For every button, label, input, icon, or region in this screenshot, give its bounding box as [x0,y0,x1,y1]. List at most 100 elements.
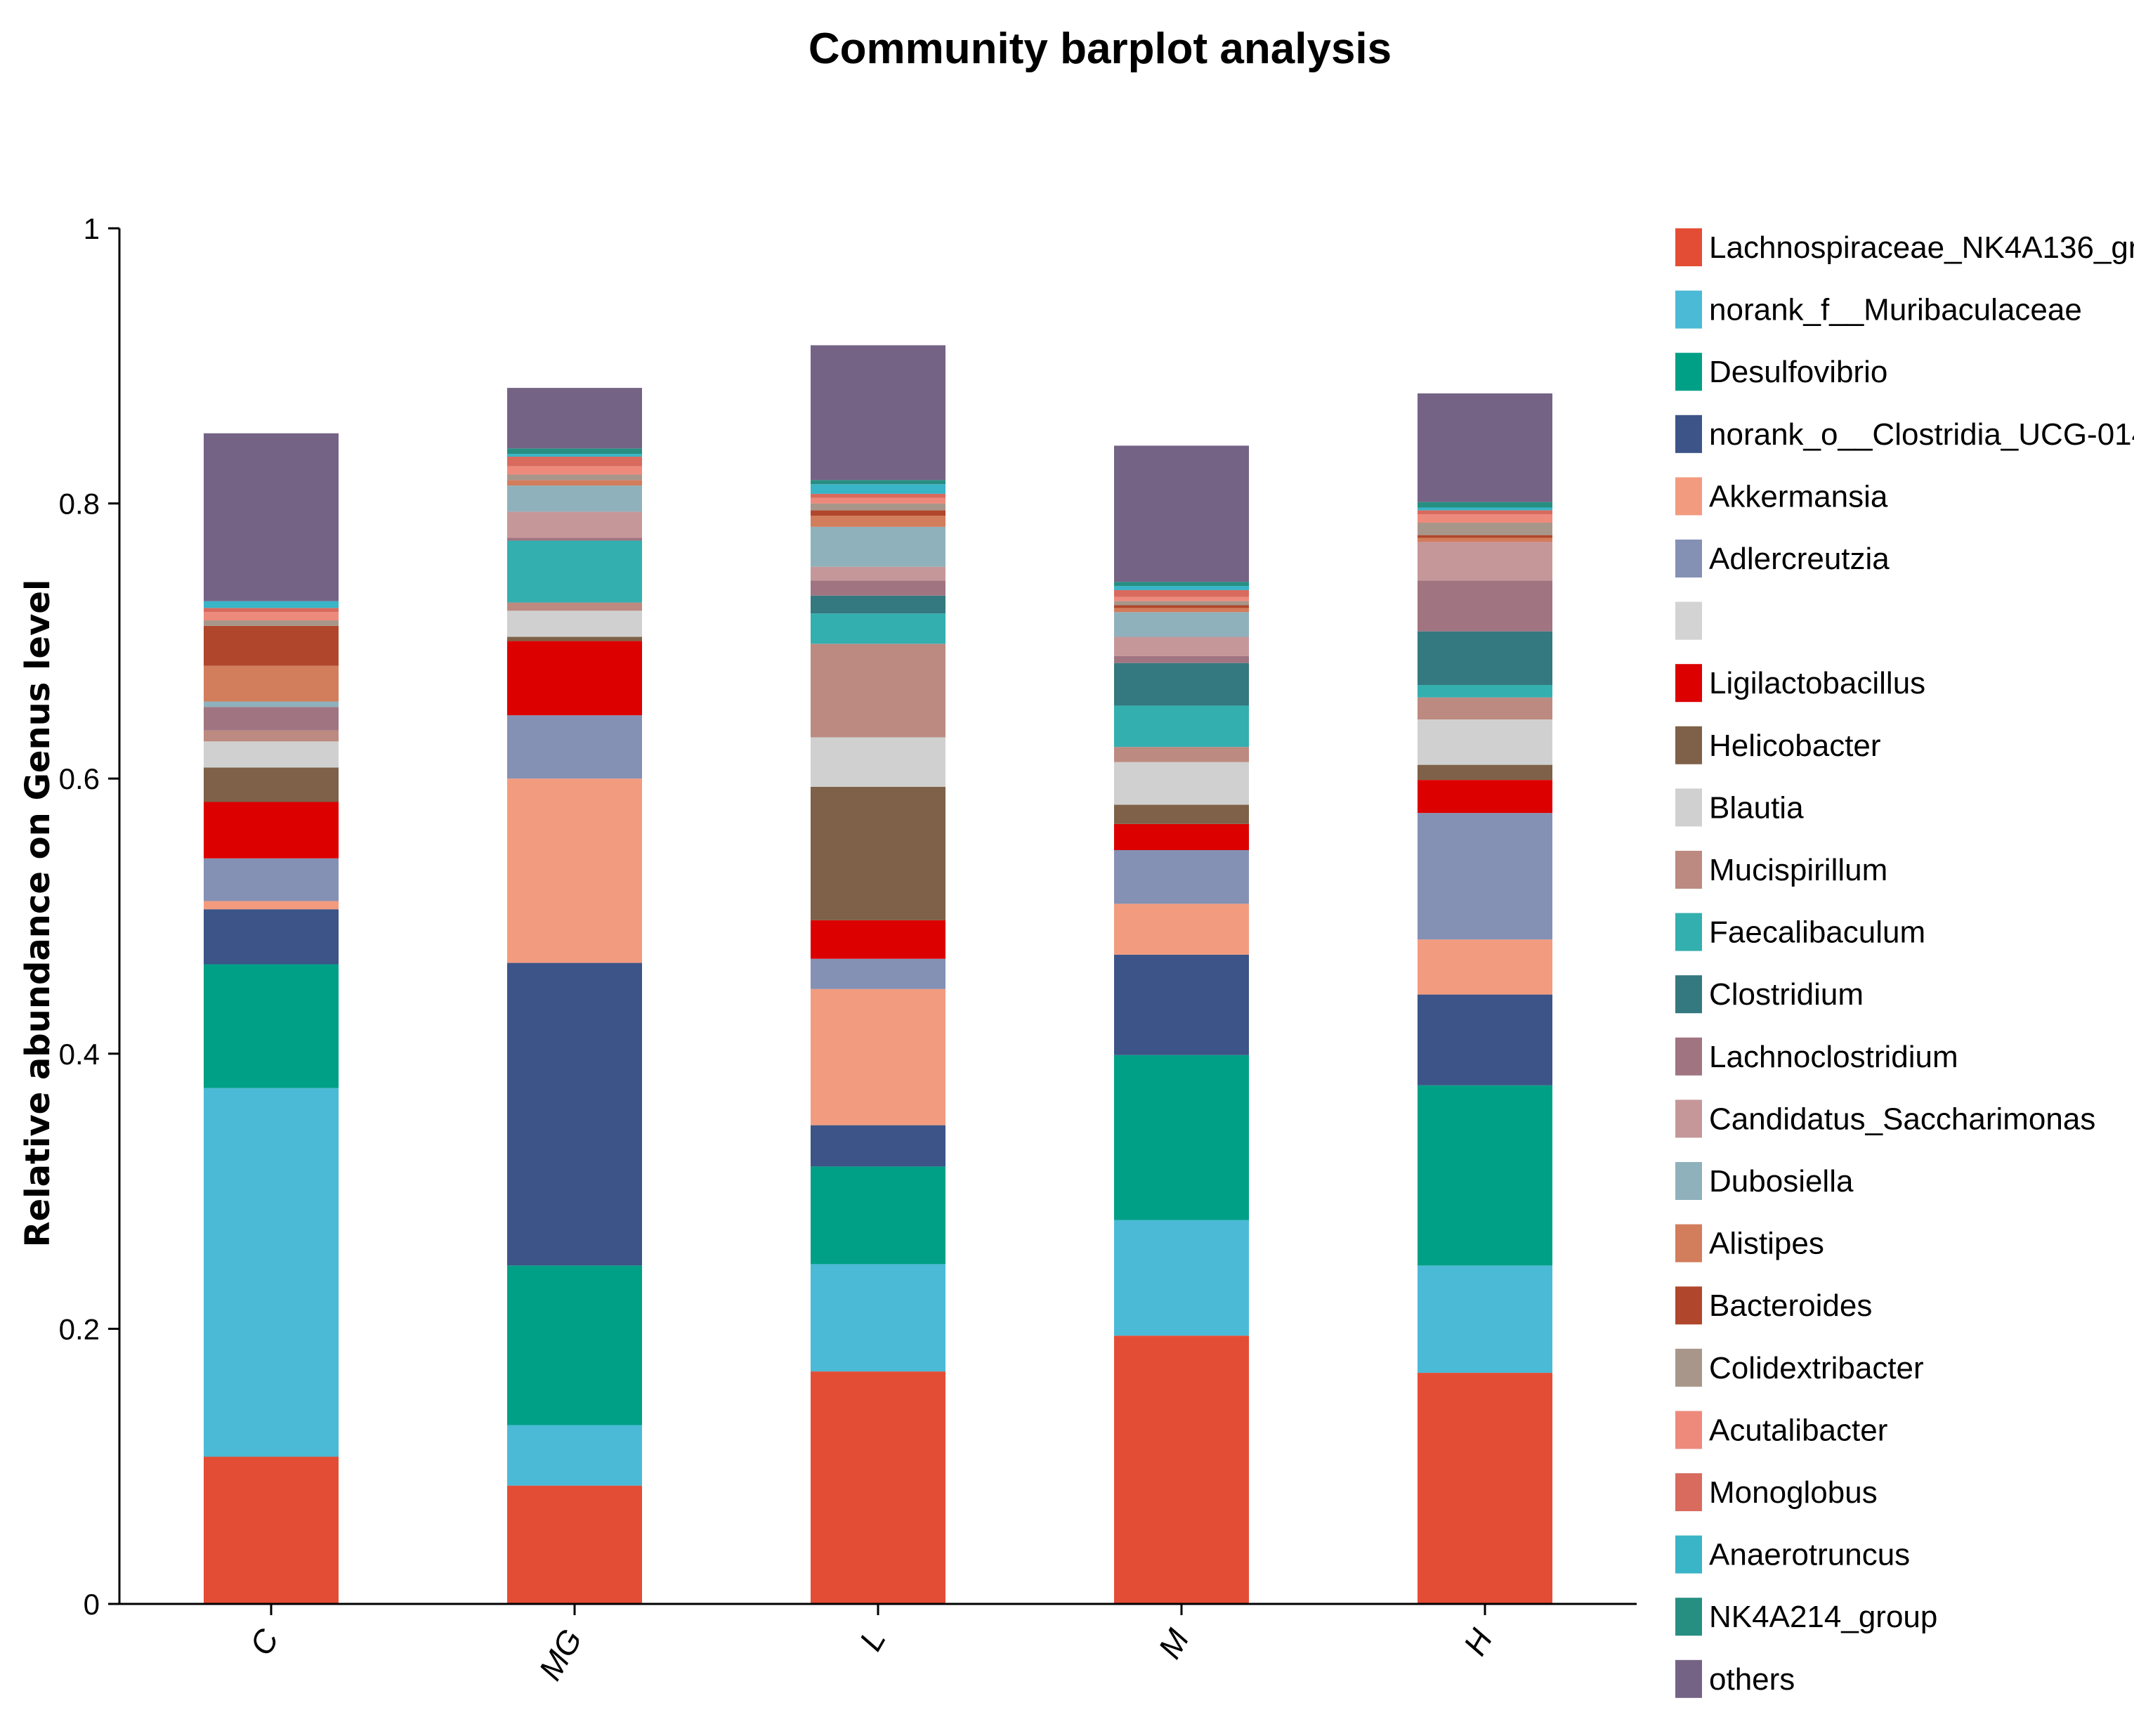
bar-stack-c [204,433,339,1604]
bar-segment [1418,580,1552,632]
y-tick-label: 1 [84,212,100,245]
bar-segment [1418,780,1552,814]
legend-label: Lachnospiraceae_NK4A136_group [1709,230,2134,265]
legend-label: Candidatus_Saccharimonas [1709,1102,2095,1136]
bar-segment [204,608,339,613]
legend-label: Dubosiella [1709,1164,1854,1199]
bar-segment [1114,823,1249,851]
bar-segment [204,909,339,965]
x-tick-label: C [242,1622,286,1661]
legend-item: Monoglobus [1675,1473,1878,1511]
bar-segment [507,778,642,963]
legend-swatch [1675,788,1702,827]
bar-segment [811,493,945,498]
bar-segment [507,1485,642,1604]
legend-swatch [1675,540,1702,577]
legend-label: NK4A214_group [1709,1600,1937,1634]
bar-segment [507,637,642,641]
y-axis-label: Relative abundance on Genus level [18,580,58,1248]
legend-swatch [1675,1659,1702,1698]
bar-stack-l [811,345,945,1604]
y-tick-label: 0 [84,1588,100,1621]
bar-segment [811,484,945,494]
bar-segment [811,1125,945,1167]
bar-segment [507,537,642,541]
legend-swatch [1675,1224,1702,1262]
bar-segment [204,1088,339,1457]
y-axis: 0 0.2 0.4 0.6 0.8 1 [59,212,121,1621]
bar-segment [1418,1085,1552,1266]
bar-segment [1114,582,1249,587]
bar-segment [204,707,339,731]
bar-segment [507,480,642,486]
bar-segment [1418,542,1552,581]
bar-stack-mg [507,388,642,1604]
bar-segment [507,388,642,449]
legend-swatch [1675,290,1702,329]
chart-title: Community barplot analysis [809,25,1392,73]
bar-segment [204,612,339,621]
legend-item: Akkermansia [1675,477,1888,516]
legend-label: Akkermansia [1709,479,1888,514]
y-tick-label: 0.4 [59,1038,100,1071]
bar-segment [204,767,339,802]
x-tick-label: M [1151,1622,1196,1664]
bar-segment [204,701,339,707]
bar-segment [204,802,339,859]
y-tick-label: 0.2 [59,1312,100,1345]
legend-label: Blautia [1709,790,1804,825]
bar-segment [507,448,642,455]
bar-segment [811,1371,945,1604]
legend: Lachnospiraceae_NK4A136_group norank_f__M… [1675,228,2134,1698]
legend-item: Anaerotruncus [1675,1535,1910,1574]
bar-segment [1418,507,1552,511]
x-tick-label: MG [532,1623,589,1686]
legend-item: norank_f__Muribaculaceae [1675,290,2082,329]
legend-item: Lachnospiraceae_NK4A136_group [1675,228,2134,266]
legend-label: Faecalibaculum [1709,915,1925,950]
legend-item: Mucispirillum [1675,851,1887,889]
legend-item: others [1675,1659,1795,1698]
legend-label: Monoglobus [1709,1475,1878,1510]
bar-segment [204,601,339,608]
bar-segment [1418,1265,1552,1373]
bar-segment [1114,586,1249,590]
legend-swatch [1675,1286,1702,1325]
bar-segment [1418,697,1552,720]
bar-segment [507,1265,642,1425]
bar-segment [1114,605,1249,608]
legend-swatch [1675,601,1702,640]
bar-segment [1114,589,1249,597]
bar-segment [507,511,642,538]
bar-segment [507,454,642,457]
bar-segment [1418,685,1552,698]
legend-item: Faecalibaculum [1675,913,1925,951]
bar-segment [811,988,945,1125]
y-tick-label: 0.8 [59,488,100,521]
bar-segment [1114,804,1249,824]
bar-segment [507,485,642,512]
bar-segment [1114,747,1249,762]
bar-segment [204,730,339,742]
legend-label: Desulfovibrio [1709,355,1887,389]
legend-swatch [1675,228,1702,266]
bar-segment [507,540,642,603]
bar-segment [1418,994,1552,1085]
bar-segment [1114,850,1249,904]
bar-segment [507,641,642,716]
bar-segment [507,962,642,1266]
bar-segment [1418,514,1552,523]
legend-swatch [1675,477,1702,516]
bar-segment [811,613,945,644]
bar-segment [1114,596,1249,601]
bar-segment [811,1264,945,1372]
legend-swatch [1675,1473,1702,1511]
legend-label: norank_o__Clostridia_UCG-014 [1709,417,2134,452]
legend-item: Desulfovibrio [1675,353,1887,391]
legend-label: Anaerotruncus [1709,1538,1910,1572]
legend-swatch [1675,913,1702,951]
bar-segment [507,457,642,466]
bar-segment [811,566,945,581]
bar-stack-h [1418,393,1552,1604]
bar-segment [1114,762,1249,805]
